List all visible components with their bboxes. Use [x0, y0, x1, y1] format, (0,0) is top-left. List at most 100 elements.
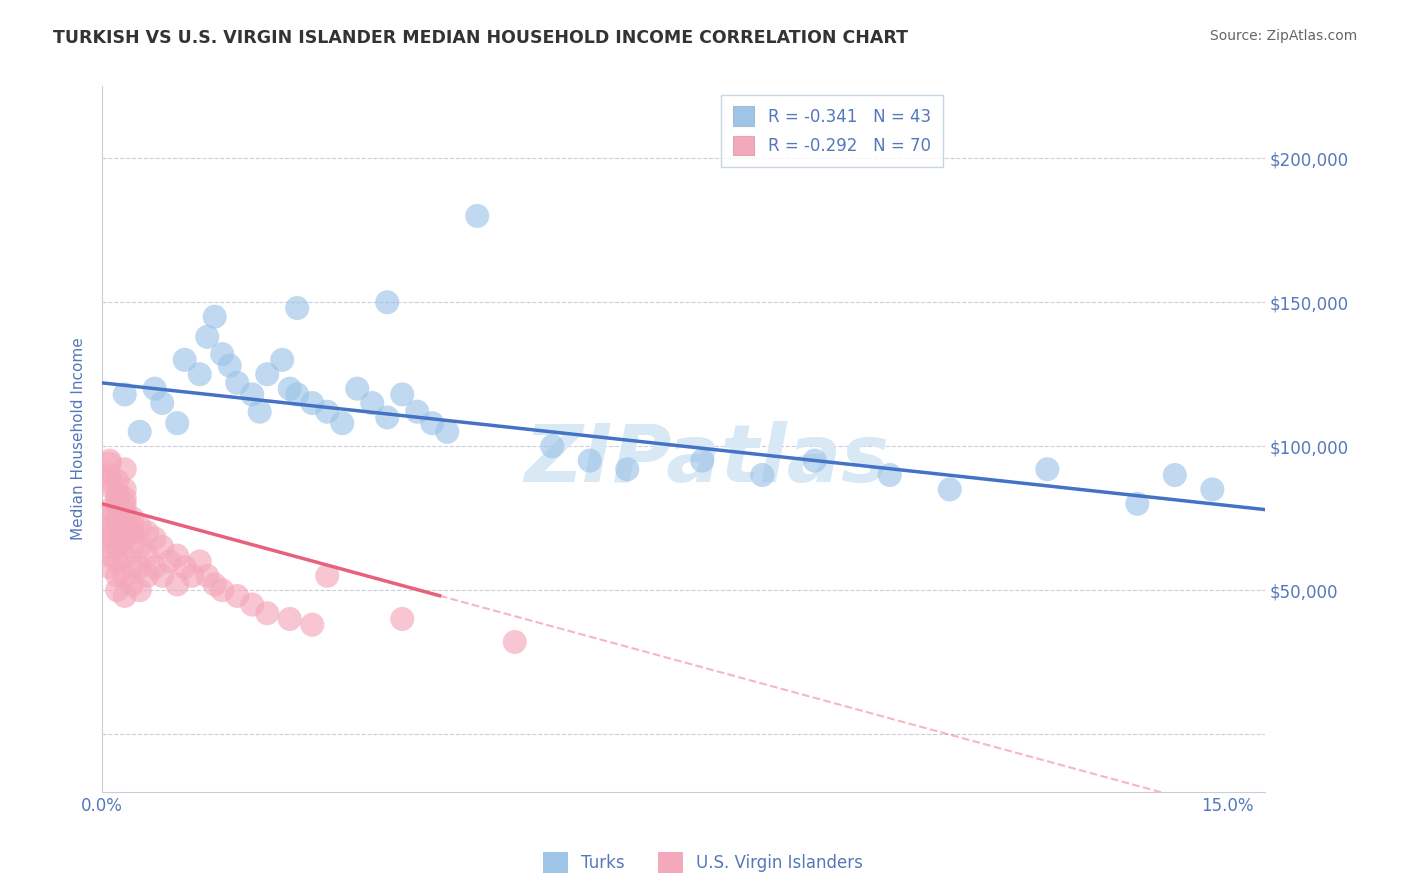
Point [114, 497, 136, 511]
Point [188, 368, 211, 382]
Point [204, 577, 226, 591]
Point [121, 540, 143, 554]
Point [330, 416, 353, 430]
Point [121, 577, 143, 591]
Point [166, 416, 188, 430]
Point [195, 568, 218, 582]
Point [465, 209, 488, 223]
Point [1164, 468, 1187, 483]
Point [105, 491, 128, 505]
Point [114, 520, 136, 534]
Point [256, 606, 278, 620]
Point [98, 560, 121, 574]
Point [98, 532, 121, 546]
Legend: R = -0.341   N = 43, R = -0.292   N = 70: R = -0.341 N = 43, R = -0.292 N = 70 [721, 95, 942, 167]
Point [436, 425, 458, 439]
Point [98, 508, 121, 523]
Point [375, 295, 398, 310]
Y-axis label: Median Household Income: Median Household Income [72, 338, 86, 541]
Point [98, 453, 121, 467]
Point [98, 540, 121, 554]
Point [391, 612, 413, 626]
Point [114, 520, 136, 534]
Point [114, 568, 136, 582]
Point [128, 520, 150, 534]
Point [121, 511, 143, 525]
Point [136, 568, 159, 582]
Point [301, 396, 323, 410]
Point [1036, 462, 1059, 476]
Point [361, 396, 384, 410]
Point [105, 511, 128, 525]
Point [195, 330, 218, 344]
Point [105, 474, 128, 488]
Point [879, 468, 901, 483]
Point [578, 453, 600, 467]
Point [105, 554, 128, 568]
Point [128, 425, 150, 439]
Point [240, 598, 263, 612]
Point [105, 568, 128, 582]
Point [105, 540, 128, 554]
Point [226, 376, 249, 390]
Point [128, 583, 150, 598]
Point [98, 520, 121, 534]
Point [1126, 497, 1149, 511]
Point [751, 468, 773, 483]
Point [690, 453, 713, 467]
Point [271, 352, 294, 367]
Point [114, 483, 136, 497]
Point [121, 520, 143, 534]
Point [143, 560, 166, 574]
Legend: Turks, U.S. Virgin Islanders: Turks, U.S. Virgin Islanders [536, 846, 870, 880]
Point [136, 549, 159, 563]
Point [406, 405, 429, 419]
Point [98, 457, 121, 471]
Point [98, 525, 121, 540]
Point [98, 468, 121, 483]
Point [98, 474, 121, 488]
Point [150, 396, 173, 410]
Point [346, 382, 368, 396]
Point [150, 568, 173, 582]
Text: Source: ZipAtlas.com: Source: ZipAtlas.com [1209, 29, 1357, 43]
Point [181, 568, 204, 582]
Point [121, 525, 143, 540]
Point [211, 583, 233, 598]
Point [301, 617, 323, 632]
Point [105, 583, 128, 598]
Point [218, 359, 240, 373]
Text: TURKISH VS U.S. VIRGIN ISLANDER MEDIAN HOUSEHOLD INCOME CORRELATION CHART: TURKISH VS U.S. VIRGIN ISLANDER MEDIAN H… [53, 29, 908, 46]
Point [105, 511, 128, 525]
Point [240, 387, 263, 401]
Point [98, 502, 121, 516]
Point [173, 352, 195, 367]
Point [105, 497, 128, 511]
Point [114, 589, 136, 603]
Point [226, 589, 249, 603]
Point [114, 491, 136, 505]
Point [804, 453, 827, 467]
Point [159, 554, 181, 568]
Point [143, 532, 166, 546]
Point [114, 462, 136, 476]
Point [114, 502, 136, 516]
Point [136, 525, 159, 540]
Point [98, 549, 121, 563]
Point [204, 310, 226, 324]
Point [105, 502, 128, 516]
Text: ZIPatlas: ZIPatlas [524, 421, 889, 500]
Point [541, 439, 564, 453]
Point [114, 549, 136, 563]
Point [285, 387, 308, 401]
Point [420, 416, 443, 430]
Point [278, 382, 301, 396]
Point [249, 405, 271, 419]
Point [375, 410, 398, 425]
Point [121, 560, 143, 574]
Point [188, 554, 211, 568]
Point [211, 347, 233, 361]
Point [278, 612, 301, 626]
Point [166, 577, 188, 591]
Point [256, 368, 278, 382]
